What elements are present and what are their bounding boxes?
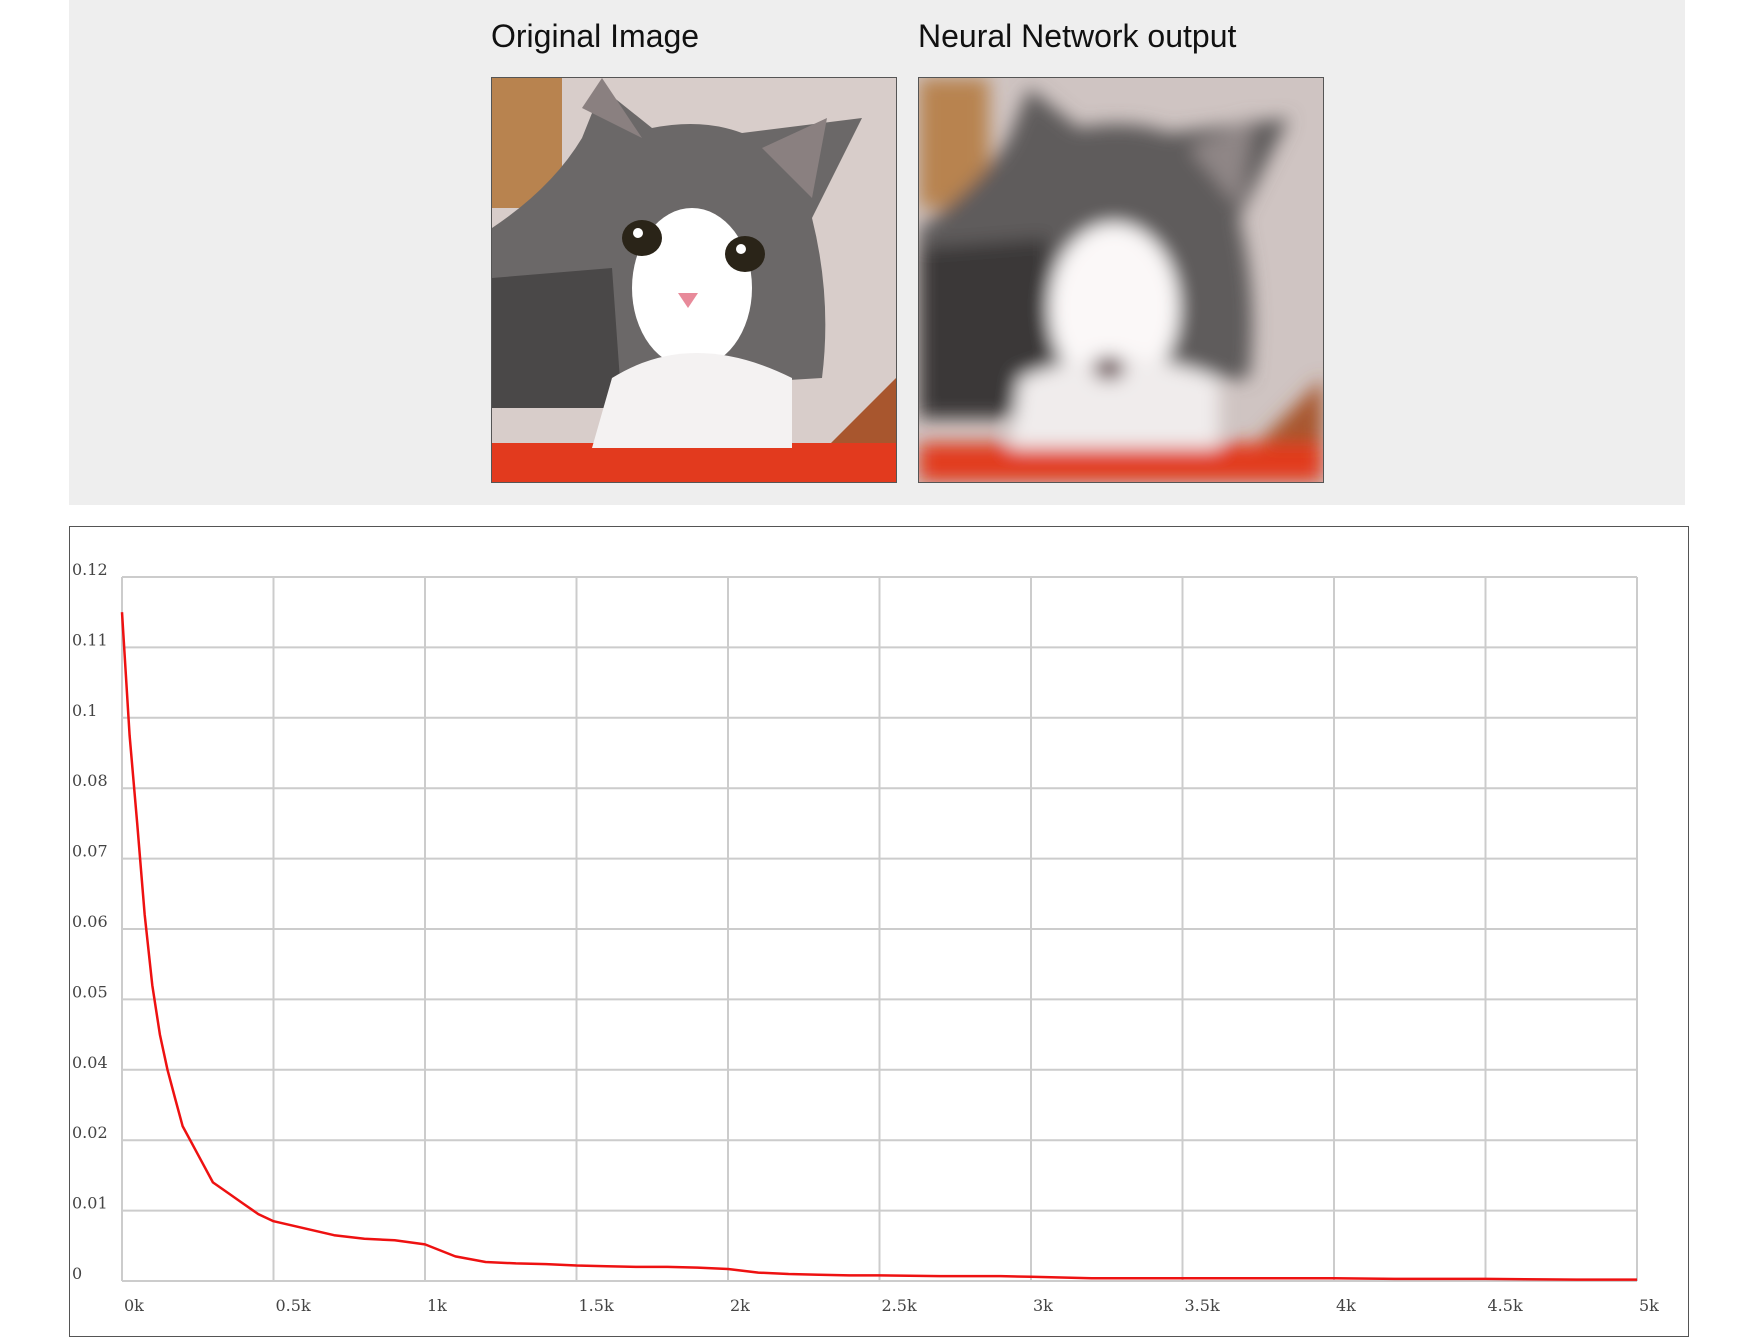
- neural-network-output-image: [918, 77, 1324, 483]
- x-tick-label: 1.5k: [579, 1296, 614, 1315]
- x-tick-label: 0.5k: [276, 1296, 311, 1315]
- chart-grid: [121, 576, 1638, 1282]
- y-tick-label: 0.06: [72, 912, 108, 931]
- x-tick-label: 1k: [427, 1296, 447, 1315]
- x-tick-label: 0k: [124, 1296, 144, 1315]
- x-tick-label: 3.5k: [1185, 1296, 1220, 1315]
- y-tick-label: 0.1: [72, 701, 97, 720]
- y-tick-label: 0.07: [72, 842, 108, 861]
- output-image-caption: Neural Network output: [918, 18, 1237, 54]
- y-axis-ticks: 0 0.01 0.02 0.04 0.05 0.06 0.07 0.08 0.1 0.11 0.12: [72, 560, 108, 1283]
- loss-chart-svg: 0 0.01 0.02 0.04 0.05 0.06 0.07 0.08 0.1 0.11 0.12…: [72, 560, 1659, 1315]
- original-image-caption: Original Image: [491, 18, 700, 54]
- original-image: [491, 77, 897, 483]
- loss-chart: 0 0.01 0.02 0.04 0.05 0.06 0.07 0.08 0.1 0.11 0.12…: [69, 526, 1689, 1337]
- kitten-photo-icon: [492, 78, 896, 482]
- x-tick-label: 2k: [730, 1296, 750, 1315]
- x-tick-label: 4.5k: [1488, 1296, 1523, 1315]
- y-tick-label: 0.04: [72, 1053, 108, 1072]
- chart-series: [120, 612, 1637, 1281]
- kitten-blurred-photo-icon: [919, 78, 1323, 482]
- loss-series-line: [120, 612, 1637, 1281]
- y-tick-label: 0.12: [72, 560, 108, 579]
- y-tick-label: 0: [72, 1264, 82, 1283]
- y-tick-label: 0.08: [72, 771, 108, 790]
- y-tick-label: 0.01: [72, 1194, 108, 1213]
- x-tick-label: 2.5k: [882, 1296, 917, 1315]
- x-tick-label: 5k: [1639, 1296, 1659, 1315]
- image-comparison-panel: Original Image Neural Network o: [69, 0, 1685, 505]
- x-tick-label: 4k: [1336, 1296, 1356, 1315]
- y-tick-label: 0.02: [72, 1123, 108, 1142]
- y-tick-label: 0.05: [72, 982, 108, 1001]
- y-tick-label: 0.11: [72, 630, 108, 649]
- x-tick-label: 3k: [1033, 1296, 1053, 1315]
- x-axis-ticks: 0k 0.5k 1k 1.5k 2k 2.5k 3k 3.5k 4k 4.5k 5k: [124, 1296, 1659, 1315]
